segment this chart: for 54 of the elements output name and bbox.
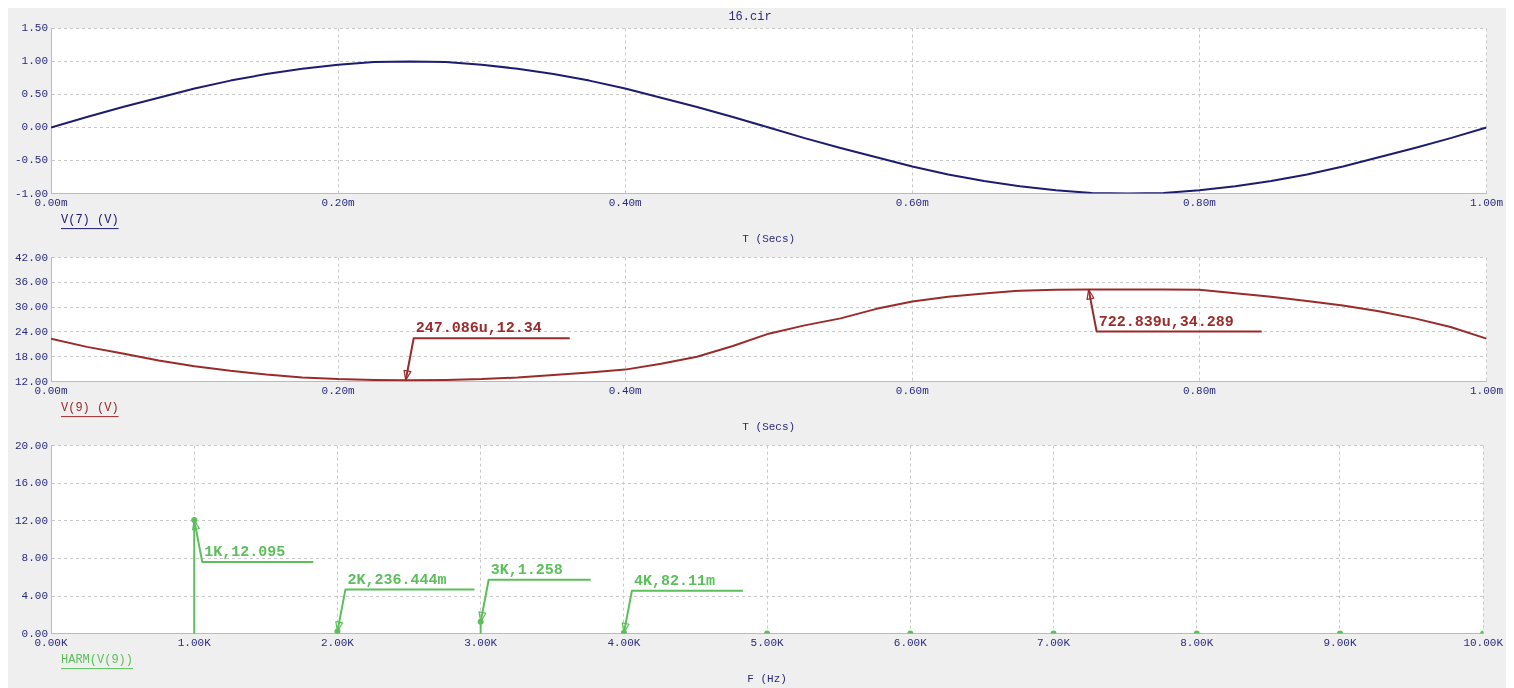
y-tick-label: 1.50	[21, 22, 49, 35]
x-tick-label: 0.20m	[321, 197, 355, 210]
y-tick-label: 42.00	[14, 251, 49, 264]
y-tick-label: 0.50	[21, 88, 49, 101]
y-tick-label: -0.50	[14, 154, 49, 167]
text: V(7) (V)	[61, 212, 119, 227]
x-axis-title: T (Secs)	[742, 421, 796, 434]
x-tick-label: 0.60m	[895, 197, 930, 210]
x-tick-label: 4.00K	[607, 637, 641, 650]
x-tick-label: 0.00K	[34, 637, 68, 650]
x-axis-title: F (Hz)	[747, 673, 787, 686]
y-tick-label: 30.00	[14, 301, 49, 314]
x-tick-label: 7.00K	[1037, 637, 1071, 650]
annotation: 2K,236.444m	[347, 571, 447, 589]
text: V(9) (V)	[61, 400, 119, 415]
y-tick-label: 0.00	[21, 627, 49, 640]
annotation: 3K,1.258	[490, 562, 563, 580]
x-tick-label: 0.00m	[34, 197, 68, 210]
y-tick-label: 12.00	[14, 375, 49, 388]
y-tick-label: 18.00	[14, 350, 49, 363]
x-tick-label: 9.00K	[1323, 637, 1357, 650]
y-tick-label: 12.00	[14, 514, 49, 527]
annotation: 1K,12.095	[204, 544, 286, 562]
y-tick-label: 20.00	[14, 439, 49, 452]
text: HARM(V(9))	[61, 652, 134, 667]
y-tick-label: 1.00	[21, 55, 49, 68]
y-tick-label: 16.00	[14, 477, 49, 490]
x-tick-label: 5.00K	[750, 637, 784, 650]
x-tick-label: 0.40m	[608, 197, 643, 210]
x-tick-label: 10.00K	[1463, 637, 1504, 650]
x-tick-label: 0.00m	[34, 385, 68, 398]
chart-title: 16.cir	[728, 10, 772, 25]
x-tick-label: 0.20m	[321, 385, 355, 398]
x-tick-label: 0.80m	[1182, 197, 1217, 210]
y-tick-label: 24.00	[14, 325, 49, 338]
x-tick-label: 6.00K	[893, 637, 928, 650]
y-tick-label: 8.00	[21, 552, 49, 565]
x-tick-label: 1.00K	[177, 637, 212, 650]
annotation: 4K,82.11m	[633, 573, 715, 591]
y-tick-label: -1.00	[14, 187, 49, 200]
x-tick-label: 0.40m	[608, 385, 643, 398]
x-tick-label: 2.00K	[320, 637, 355, 650]
x-tick-label: 8.00K	[1180, 637, 1214, 650]
x-tick-label: 0.80m	[1182, 385, 1217, 398]
x-axis-title: T (Secs)	[742, 233, 796, 246]
x-tick-label: 3.00K	[464, 637, 498, 650]
annotation: 722.839u,34.289	[1098, 313, 1234, 331]
x-tick-label: 0.60m	[895, 385, 930, 398]
x-tick-label: 1.00m	[1469, 197, 1504, 210]
annotation: 247.086u,12.34	[415, 320, 542, 338]
y-tick-label: 0.00	[21, 121, 49, 134]
y-tick-label: 36.00	[14, 276, 49, 289]
x-tick-label: 1.00m	[1469, 385, 1504, 398]
y-tick-label: 4.00	[21, 589, 49, 602]
